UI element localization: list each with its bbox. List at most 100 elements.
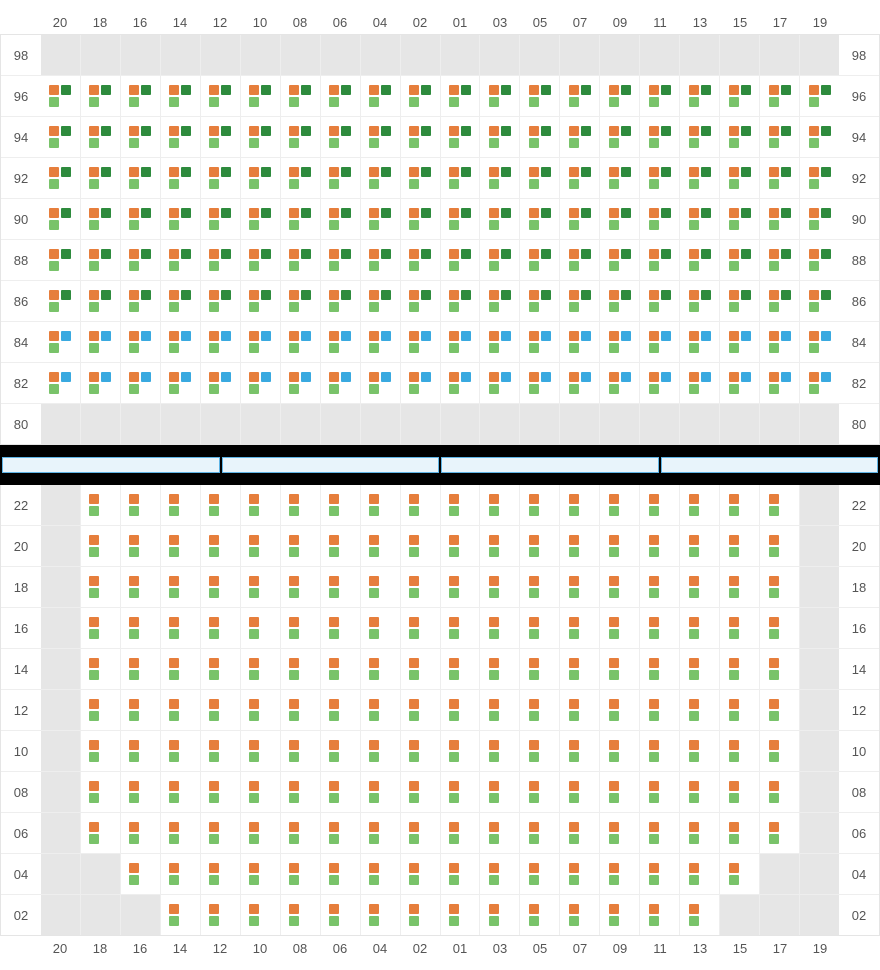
seat-cell[interactable] xyxy=(520,117,560,157)
seat-glyph[interactable] xyxy=(169,208,191,230)
seat-cell[interactable] xyxy=(441,240,481,280)
seat-cell[interactable] xyxy=(81,363,121,403)
seat-cell[interactable] xyxy=(201,117,241,157)
seat-cell[interactable] xyxy=(121,76,161,116)
seat-cell[interactable] xyxy=(161,158,201,198)
seat-glyph[interactable] xyxy=(249,699,271,721)
seat-cell[interactable] xyxy=(480,485,520,525)
seat-cell[interactable] xyxy=(81,117,121,157)
seat-glyph[interactable] xyxy=(289,658,311,680)
seat-glyph[interactable] xyxy=(689,85,711,107)
seat-glyph[interactable] xyxy=(649,331,671,353)
seat-glyph[interactable] xyxy=(689,617,711,639)
seat-glyph[interactable] xyxy=(169,781,191,803)
seat-glyph[interactable] xyxy=(49,167,71,189)
seat-glyph[interactable] xyxy=(169,290,191,312)
seat-cell[interactable] xyxy=(401,322,441,362)
seat-cell[interactable] xyxy=(441,322,481,362)
seat-cell[interactable] xyxy=(161,813,201,853)
seat-cell[interactable] xyxy=(441,854,481,894)
seat-cell[interactable] xyxy=(361,363,401,403)
seat-cell[interactable] xyxy=(401,526,441,566)
seat-glyph[interactable] xyxy=(689,290,711,312)
seat-glyph[interactable] xyxy=(169,617,191,639)
seat-glyph[interactable] xyxy=(769,740,791,762)
seat-cell[interactable] xyxy=(321,567,361,607)
seat-glyph[interactable] xyxy=(769,85,791,107)
seat-glyph[interactable] xyxy=(609,576,631,598)
seat-cell[interactable] xyxy=(201,281,241,321)
seat-glyph[interactable] xyxy=(369,617,391,639)
seat-cell[interactable] xyxy=(321,731,361,771)
seat-cell[interactable] xyxy=(640,690,680,730)
seat-glyph[interactable] xyxy=(649,740,671,762)
seat-glyph[interactable] xyxy=(609,699,631,721)
seat-glyph[interactable] xyxy=(609,249,631,271)
seat-glyph[interactable] xyxy=(529,331,551,353)
seat-cell[interactable] xyxy=(321,526,361,566)
seat-cell[interactable] xyxy=(520,567,560,607)
seat-glyph[interactable] xyxy=(89,576,111,598)
seat-cell[interactable] xyxy=(161,485,201,525)
seat-glyph[interactable] xyxy=(769,208,791,230)
seat-cell[interactable] xyxy=(121,772,161,812)
seat-cell[interactable] xyxy=(81,199,121,239)
seat-glyph[interactable] xyxy=(209,331,231,353)
seat-glyph[interactable] xyxy=(609,167,631,189)
seat-cell[interactable] xyxy=(241,690,281,730)
seat-glyph[interactable] xyxy=(569,167,591,189)
seat-cell[interactable] xyxy=(161,76,201,116)
seat-cell[interactable] xyxy=(121,158,161,198)
seat-glyph[interactable] xyxy=(369,494,391,516)
seat-glyph[interactable] xyxy=(689,167,711,189)
seat-cell[interactable] xyxy=(241,854,281,894)
seat-cell[interactable] xyxy=(520,76,560,116)
seat-cell[interactable] xyxy=(520,322,560,362)
seat-glyph[interactable] xyxy=(169,699,191,721)
seat-cell[interactable] xyxy=(361,281,401,321)
seat-cell[interactable] xyxy=(680,608,720,648)
seat-glyph[interactable] xyxy=(569,699,591,721)
seat-glyph[interactable] xyxy=(769,699,791,721)
seat-glyph[interactable] xyxy=(129,331,151,353)
seat-glyph[interactable] xyxy=(609,372,631,394)
seat-glyph[interactable] xyxy=(209,167,231,189)
seat-cell[interactable] xyxy=(41,158,81,198)
seat-glyph[interactable] xyxy=(169,494,191,516)
seat-cell[interactable] xyxy=(520,731,560,771)
seat-cell[interactable] xyxy=(281,895,321,935)
seat-glyph[interactable] xyxy=(369,822,391,844)
seat-glyph[interactable] xyxy=(769,535,791,557)
seat-cell[interactable] xyxy=(760,526,800,566)
seat-cell[interactable] xyxy=(281,567,321,607)
seat-cell[interactable] xyxy=(401,240,441,280)
seat-cell[interactable] xyxy=(361,526,401,566)
seat-glyph[interactable] xyxy=(449,658,471,680)
seat-glyph[interactable] xyxy=(89,331,111,353)
seat-cell[interactable] xyxy=(520,363,560,403)
seat-cell[interactable] xyxy=(201,526,241,566)
seat-glyph[interactable] xyxy=(689,699,711,721)
seat-glyph[interactable] xyxy=(169,167,191,189)
seat-cell[interactable] xyxy=(480,363,520,403)
seat-glyph[interactable] xyxy=(729,822,751,844)
seat-glyph[interactable] xyxy=(129,740,151,762)
seat-glyph[interactable] xyxy=(329,699,351,721)
seat-glyph[interactable] xyxy=(169,372,191,394)
seat-glyph[interactable] xyxy=(529,494,551,516)
seat-glyph[interactable] xyxy=(129,535,151,557)
seat-glyph[interactable] xyxy=(209,372,231,394)
seat-cell[interactable] xyxy=(121,322,161,362)
seat-cell[interactable] xyxy=(480,608,520,648)
seat-glyph[interactable] xyxy=(489,863,511,885)
seat-cell[interactable] xyxy=(41,199,81,239)
seat-cell[interactable] xyxy=(760,690,800,730)
seat-cell[interactable] xyxy=(560,281,600,321)
seat-cell[interactable] xyxy=(321,76,361,116)
seat-glyph[interactable] xyxy=(569,290,591,312)
seat-glyph[interactable] xyxy=(289,126,311,148)
seat-glyph[interactable] xyxy=(89,535,111,557)
seat-cell[interactable] xyxy=(640,649,680,689)
seat-cell[interactable] xyxy=(241,813,281,853)
seat-glyph[interactable] xyxy=(809,331,831,353)
